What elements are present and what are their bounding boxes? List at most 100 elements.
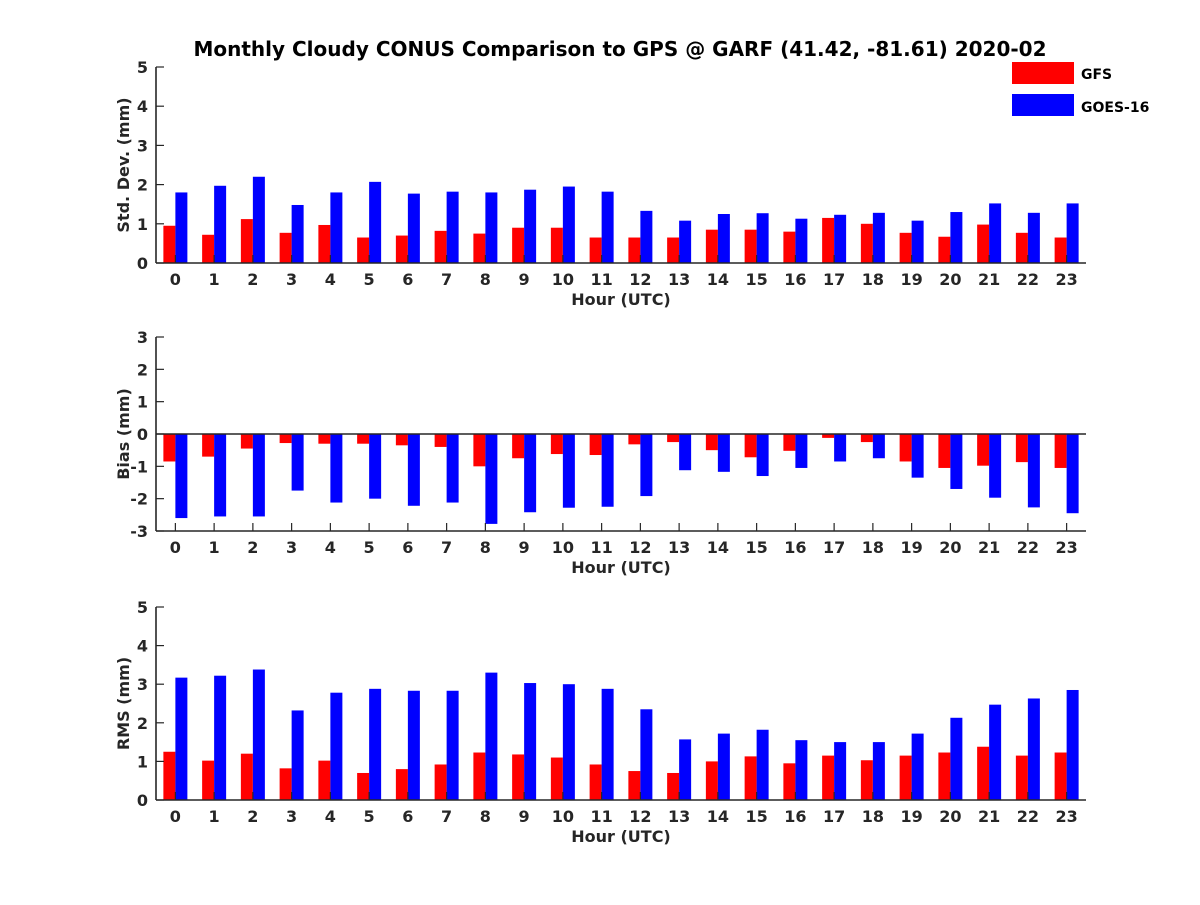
x-tick-label-1-15: 15 [745, 270, 767, 289]
bar-1-goes16-6 [407, 193, 420, 263]
x-tick-label-3-0: 0 [170, 807, 181, 826]
bar-2-gfs-0 [163, 434, 176, 462]
bar-3-goes16-0 [175, 677, 188, 800]
bar-3-goes16-15 [756, 729, 769, 800]
bar-3-gfs-6 [395, 769, 408, 800]
bar-3-goes16-19 [911, 733, 924, 800]
bar-2-goes16-22 [1027, 434, 1040, 508]
bar-1-gfs-3 [279, 232, 292, 263]
bar-3-gfs-18 [860, 760, 873, 800]
x-tick-label-2-0: 0 [170, 538, 181, 557]
bar-2-goes16-5 [369, 434, 382, 499]
bar-3-goes16-20 [950, 717, 963, 800]
x-tick-label-3-11: 11 [590, 807, 612, 826]
bar-2-goes16-21 [989, 434, 1002, 498]
bar-1-gfs-4 [318, 224, 331, 263]
bar-2-goes16-18 [872, 434, 885, 459]
bar-2-gfs-6 [395, 434, 408, 446]
x-tick-label-1-20: 20 [939, 270, 961, 289]
bar-3-gfs-17 [822, 755, 835, 800]
y-tick-label-1-3: 3 [137, 136, 148, 155]
x-tick-label-1-7: 7 [441, 270, 452, 289]
bar-3-goes16-23 [1066, 689, 1079, 800]
bar-3-goes16-11 [601, 688, 614, 800]
bar-3-gfs-22 [1015, 755, 1028, 800]
bar-3-goes16-22 [1027, 698, 1040, 800]
bar-3-goes16-12 [640, 709, 653, 800]
bar-2-goes16-3 [291, 434, 304, 491]
x-tick-label-1-12: 12 [629, 270, 651, 289]
bar-2-gfs-5 [357, 434, 370, 444]
x-tick-label-2-5: 5 [364, 538, 375, 557]
y-tick-label-3-5: 5 [137, 598, 148, 617]
x-tick-label-3-18: 18 [862, 807, 884, 826]
bar-1-gfs-5 [357, 237, 370, 263]
bar-2-gfs-11 [589, 434, 602, 456]
y-tick-label-2-6: 3 [137, 328, 148, 347]
bar-2-goes16-7 [446, 434, 459, 503]
legend-swatch-goes16 [1012, 94, 1074, 116]
bar-3-goes16-8 [485, 672, 498, 800]
bar-2-goes16-23 [1066, 434, 1079, 514]
x-tick-label-2-22: 22 [1017, 538, 1039, 557]
bar-3-goes16-16 [795, 740, 808, 800]
x-tick-label-2-8: 8 [480, 538, 491, 557]
bar-1-goes16-5 [369, 181, 382, 263]
x-tick-label-3-5: 5 [364, 807, 375, 826]
bar-3-gfs-19 [899, 755, 912, 800]
x-tick-label-3-17: 17 [823, 807, 845, 826]
bar-2-gfs-1 [202, 434, 215, 457]
bar-3-goes16-1 [214, 675, 227, 800]
y-tick-label-2-4: 1 [137, 393, 148, 412]
bar-1-goes16-8 [485, 192, 498, 263]
bar-3-goes16-18 [872, 742, 885, 800]
x-tick-label-2-16: 16 [784, 538, 806, 557]
bar-2-gfs-19 [899, 434, 912, 462]
x-tick-label-1-9: 9 [519, 270, 530, 289]
bar-2-gfs-18 [860, 434, 873, 443]
x-tick-label-1-8: 8 [480, 270, 491, 289]
y-tick-label-2-5: 2 [137, 360, 148, 379]
bar-3-gfs-0 [163, 751, 176, 800]
bar-1-gfs-19 [899, 232, 912, 263]
bar-1-gfs-6 [395, 235, 408, 263]
x-tick-label-3-1: 1 [209, 807, 220, 826]
bar-3-gfs-7 [434, 764, 447, 800]
y-tick-label-3-0: 0 [137, 791, 148, 810]
bar-2-gfs-2 [240, 434, 253, 449]
bar-1-goes16-20 [950, 212, 963, 263]
x-tick-label-2-3: 3 [286, 538, 297, 557]
bar-1-goes16-7 [446, 191, 459, 263]
bar-3-goes16-3 [291, 710, 304, 800]
bar-3-goes16-10 [562, 684, 575, 800]
bar-1-gfs-11 [589, 237, 602, 263]
bar-1-gfs-16 [783, 231, 796, 263]
chart-legend: GFS GOES-16 [1012, 62, 1149, 116]
x-axis-label-3: Hour (UTC) [571, 827, 671, 846]
bar-1-goes16-17 [834, 214, 847, 263]
bar-3-gfs-12 [628, 771, 641, 800]
x-tick-label-3-14: 14 [707, 807, 729, 826]
bar-3-gfs-3 [279, 768, 292, 800]
bar-1-goes16-3 [291, 204, 304, 263]
x-tick-label-2-11: 11 [590, 538, 612, 557]
x-tick-label-3-19: 19 [900, 807, 922, 826]
x-tick-label-2-19: 19 [900, 538, 922, 557]
x-tick-label-2-9: 9 [519, 538, 530, 557]
bar-2-gfs-12 [628, 434, 641, 445]
x-tick-label-1-11: 11 [590, 270, 612, 289]
y-tick-label-2-2: -1 [130, 457, 148, 476]
bar-2-gfs-8 [473, 434, 486, 467]
x-tick-label-1-0: 0 [170, 270, 181, 289]
x-tick-label-1-14: 14 [707, 270, 729, 289]
y-tick-label-3-1: 1 [137, 752, 148, 771]
bar-3-gfs-15 [744, 756, 757, 800]
bar-1-gfs-7 [434, 230, 447, 263]
bar-3-gfs-1 [202, 760, 215, 800]
x-axis-label-2: Hour (UTC) [571, 558, 671, 577]
bar-1-gfs-13 [667, 237, 680, 263]
bar-1-goes16-12 [640, 210, 653, 263]
